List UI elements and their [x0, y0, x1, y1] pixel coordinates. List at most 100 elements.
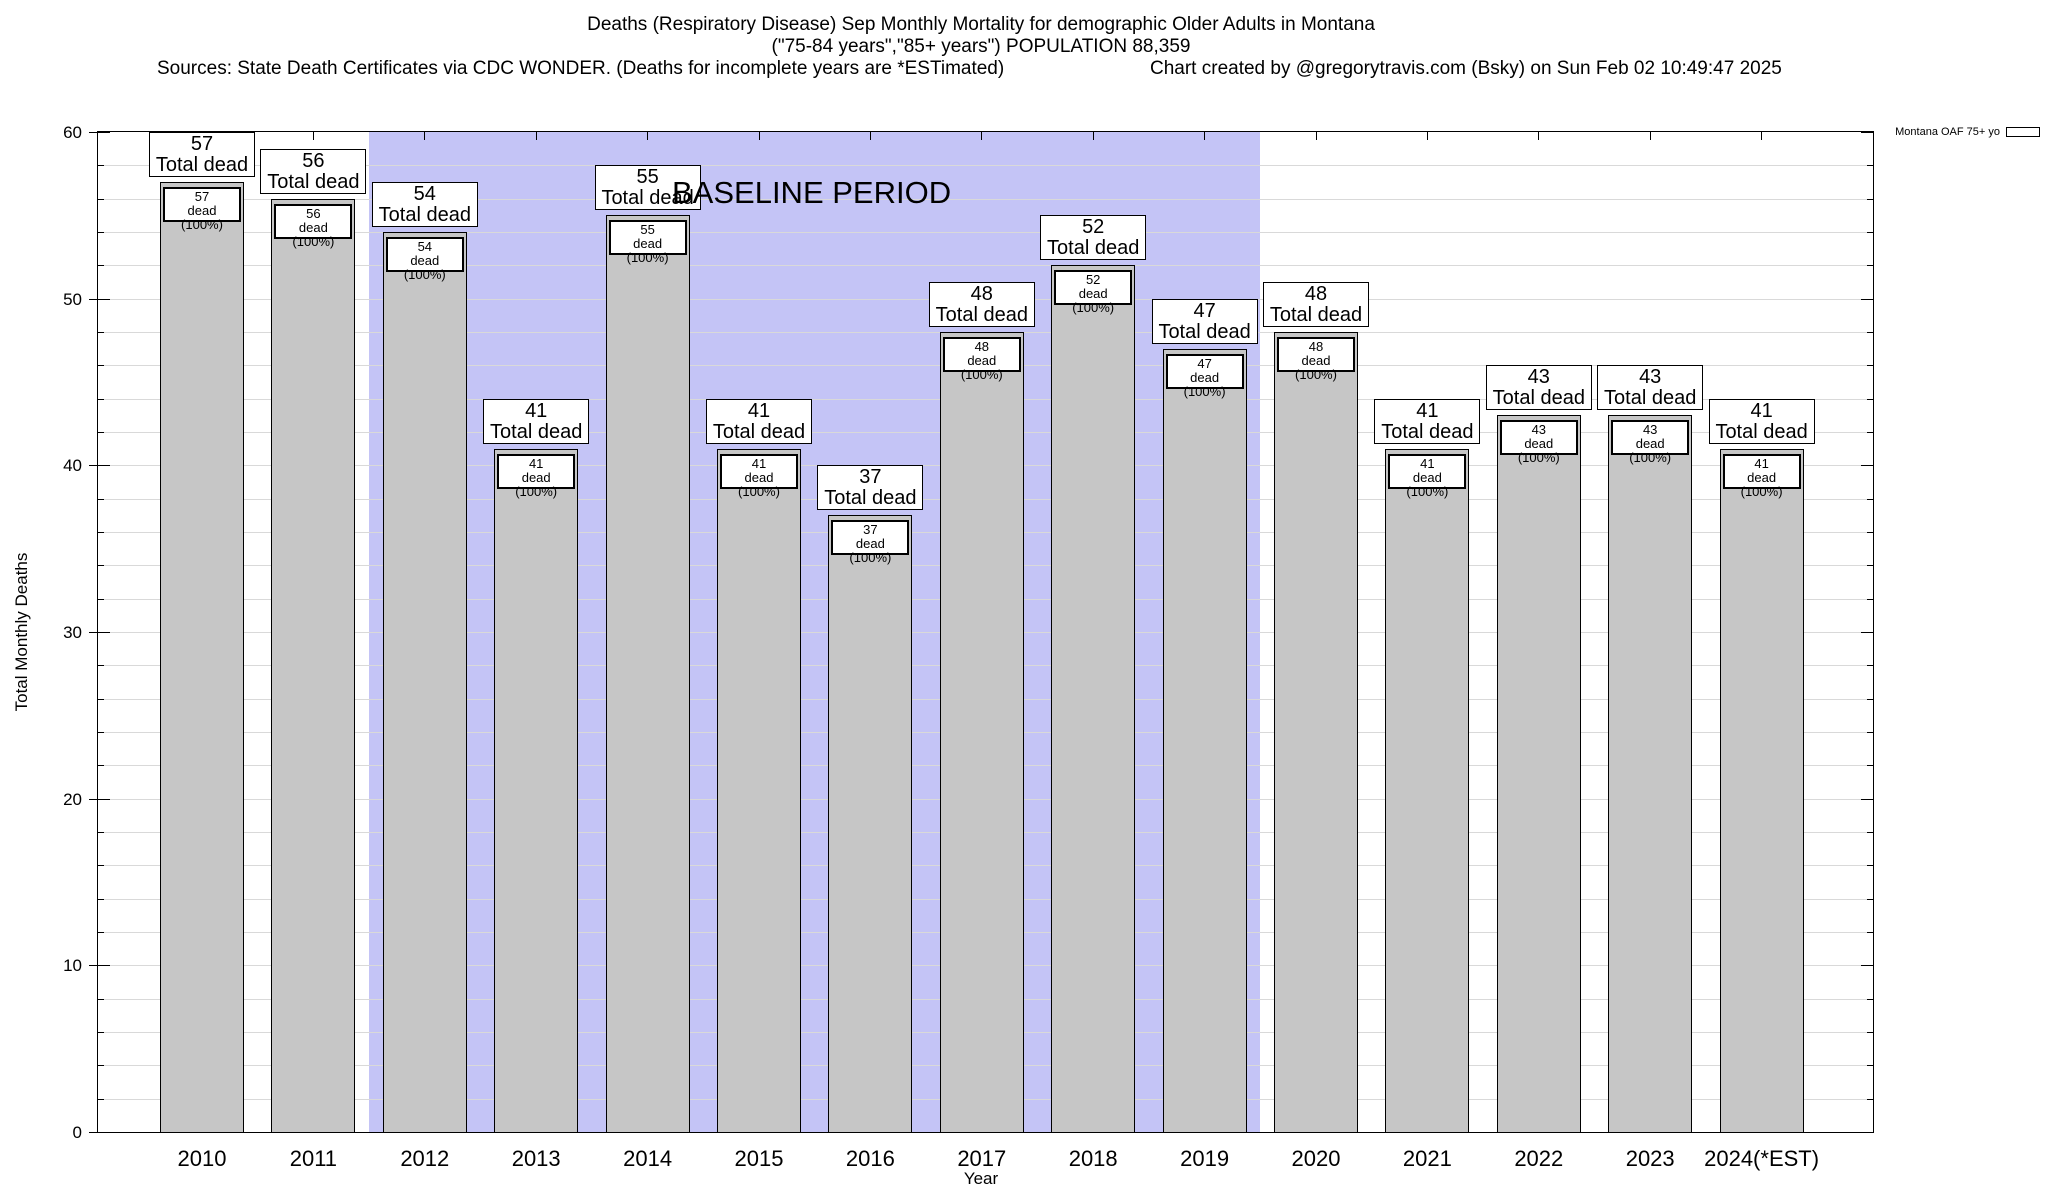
y-major-tick — [89, 465, 98, 467]
right-minor-tick — [1867, 998, 1873, 1000]
y-tick-label: 20 — [63, 789, 82, 809]
legend-swatch-icon — [2006, 127, 2040, 137]
bar-total-label-box: 48 Total dead — [1263, 282, 1369, 327]
left-minor-tick — [98, 832, 104, 833]
bar-inner-label-box: 43 dead (100%) — [1611, 420, 1690, 465]
left-minor-tick — [98, 998, 104, 1000]
left-minor-tick — [98, 1032, 104, 1033]
bar: 47 dead (100%) — [1162, 348, 1247, 1132]
bar-total-value: 43 — [1639, 366, 1662, 389]
bar-total-label-box: 41 Total dead — [483, 398, 590, 444]
bar-inner-suffix: dead (100%) — [515, 469, 558, 499]
bar-inner-value: 55 — [640, 222, 655, 238]
y-tick-label: 60 — [63, 123, 82, 142]
left-minor-tick — [98, 398, 104, 400]
bar-inner-suffix: dead (100%) — [292, 219, 335, 249]
bar-inner-value: 52 — [1085, 272, 1101, 288]
bar-inner-value: 41 — [1754, 455, 1769, 471]
y-tick-label: 40 — [63, 456, 82, 476]
bar-inner-label-box: 54 dead (100%) — [385, 237, 464, 282]
left-major-tick — [98, 1132, 110, 1133]
bar-total-label-box: 57 Total dead — [149, 132, 255, 177]
bar-inner-value: 43 — [1642, 422, 1658, 438]
y-major-tick — [89, 632, 98, 633]
right-minor-tick — [1867, 432, 1873, 433]
bar-inner-suffix: dead (100%) — [960, 353, 1003, 382]
right-minor-tick — [1867, 932, 1873, 933]
plot-area: 0 10 20 30 40 50 60 57 dead (100%) 57 Total dead 20… — [63, 124, 1874, 1171]
bar-inner-label-box: 41 dead (100%) — [720, 453, 798, 498]
bar-inner-suffix: dead (100%) — [738, 469, 780, 499]
bar-total-value: 47 — [1193, 299, 1216, 322]
left-minor-tick — [98, 265, 104, 267]
left-minor-tick — [98, 365, 104, 367]
x-category-label: 2012 — [400, 1146, 450, 1171]
bar-total-suffix: Total dead — [1158, 320, 1251, 343]
x-top-tick — [1761, 132, 1763, 140]
bar-total-suffix: Total dead — [1269, 304, 1363, 326]
x-category-label: 2022 — [1514, 1146, 1564, 1171]
left-minor-tick — [98, 532, 104, 533]
plot-inner: 0 10 20 30 40 50 60 57 dead (100%) 57 Total dead 20… — [63, 124, 1873, 1171]
right-minor-tick — [1867, 265, 1873, 267]
bar-inner-value: 54 — [417, 239, 433, 254]
x-top-tick — [647, 132, 649, 140]
x-top-tick — [1204, 132, 1206, 140]
left-minor-tick — [98, 565, 104, 567]
left-minor-tick — [98, 698, 104, 700]
bar-inner-suffix: dead (100%) — [626, 236, 669, 266]
gridline — [98, 265, 1873, 267]
left-minor-tick — [98, 165, 104, 167]
left-minor-tick — [98, 432, 104, 433]
left-major-tick — [98, 465, 110, 467]
right-minor-tick — [1867, 1032, 1873, 1033]
bar-total-value: 57 — [190, 133, 214, 155]
bar-total-suffix: Total dead — [1715, 420, 1808, 443]
x-top-tick — [758, 132, 760, 140]
x-top-tick — [981, 132, 983, 140]
x-category-label: 2024(*EST) — [1704, 1146, 1820, 1171]
x-top-tick — [535, 132, 537, 140]
x-category-label: 2016 — [845, 1146, 895, 1171]
bar-total-suffix: Total dead — [1047, 237, 1140, 260]
bar-total-label-box: 47 Total dead — [1151, 298, 1258, 344]
x-category-label: 2014 — [623, 1146, 673, 1171]
right-minor-tick — [1867, 198, 1873, 200]
bar-inner-label-box: 57 dead (100%) — [163, 187, 241, 232]
y-tick-label: 50 — [63, 289, 82, 309]
y-tick-label: 30 — [63, 623, 82, 642]
right-minor-tick — [1867, 565, 1873, 567]
bar-total-label-box: 54 Total dead — [371, 182, 478, 227]
right-minor-tick — [1867, 732, 1873, 733]
bar-inner-label-box: 37 dead (100%) — [831, 520, 910, 565]
bar: 54 dead (100%) — [382, 232, 467, 1132]
x-category-label: 2018 — [1068, 1146, 1118, 1171]
bar-total-suffix: Total dead — [1381, 420, 1474, 443]
bar-inner-value: 41 — [751, 455, 767, 471]
gridline — [98, 232, 1873, 233]
bar-inner-value: 37 — [863, 522, 878, 538]
right-minor-tick — [1867, 665, 1873, 667]
bar: 48 dead (100%) — [939, 332, 1024, 1132]
bar-total-value: 41 — [1416, 399, 1439, 422]
left-minor-tick — [98, 198, 104, 200]
x-top-tick — [424, 132, 426, 140]
right-major-tick — [1861, 465, 1873, 467]
bar: 41 dead (100%) — [1719, 448, 1804, 1132]
bar-inner-label-box: 47 dead (100%) — [1165, 353, 1244, 398]
bar-total-suffix: Total dead — [267, 170, 360, 193]
bar: 55 dead (100%) — [605, 215, 690, 1132]
left-minor-tick — [98, 765, 104, 767]
bar-total-suffix: Total dead — [1492, 387, 1585, 410]
x-category-label: 2010 — [177, 1146, 227, 1171]
y-tick-label: 10 — [63, 956, 82, 976]
bar-total-suffix: Total dead — [1604, 387, 1697, 410]
left-minor-tick — [98, 665, 104, 667]
bar-total-value: 41 — [747, 399, 771, 422]
left-major-tick — [98, 132, 110, 133]
y-major-tick — [89, 798, 98, 800]
bar-total-suffix: Total dead — [824, 487, 917, 510]
bar-total-label-box: 55 Total dead — [594, 165, 701, 211]
x-axis-title: Year — [963, 1169, 999, 1188]
right-major-tick — [1861, 298, 1873, 300]
